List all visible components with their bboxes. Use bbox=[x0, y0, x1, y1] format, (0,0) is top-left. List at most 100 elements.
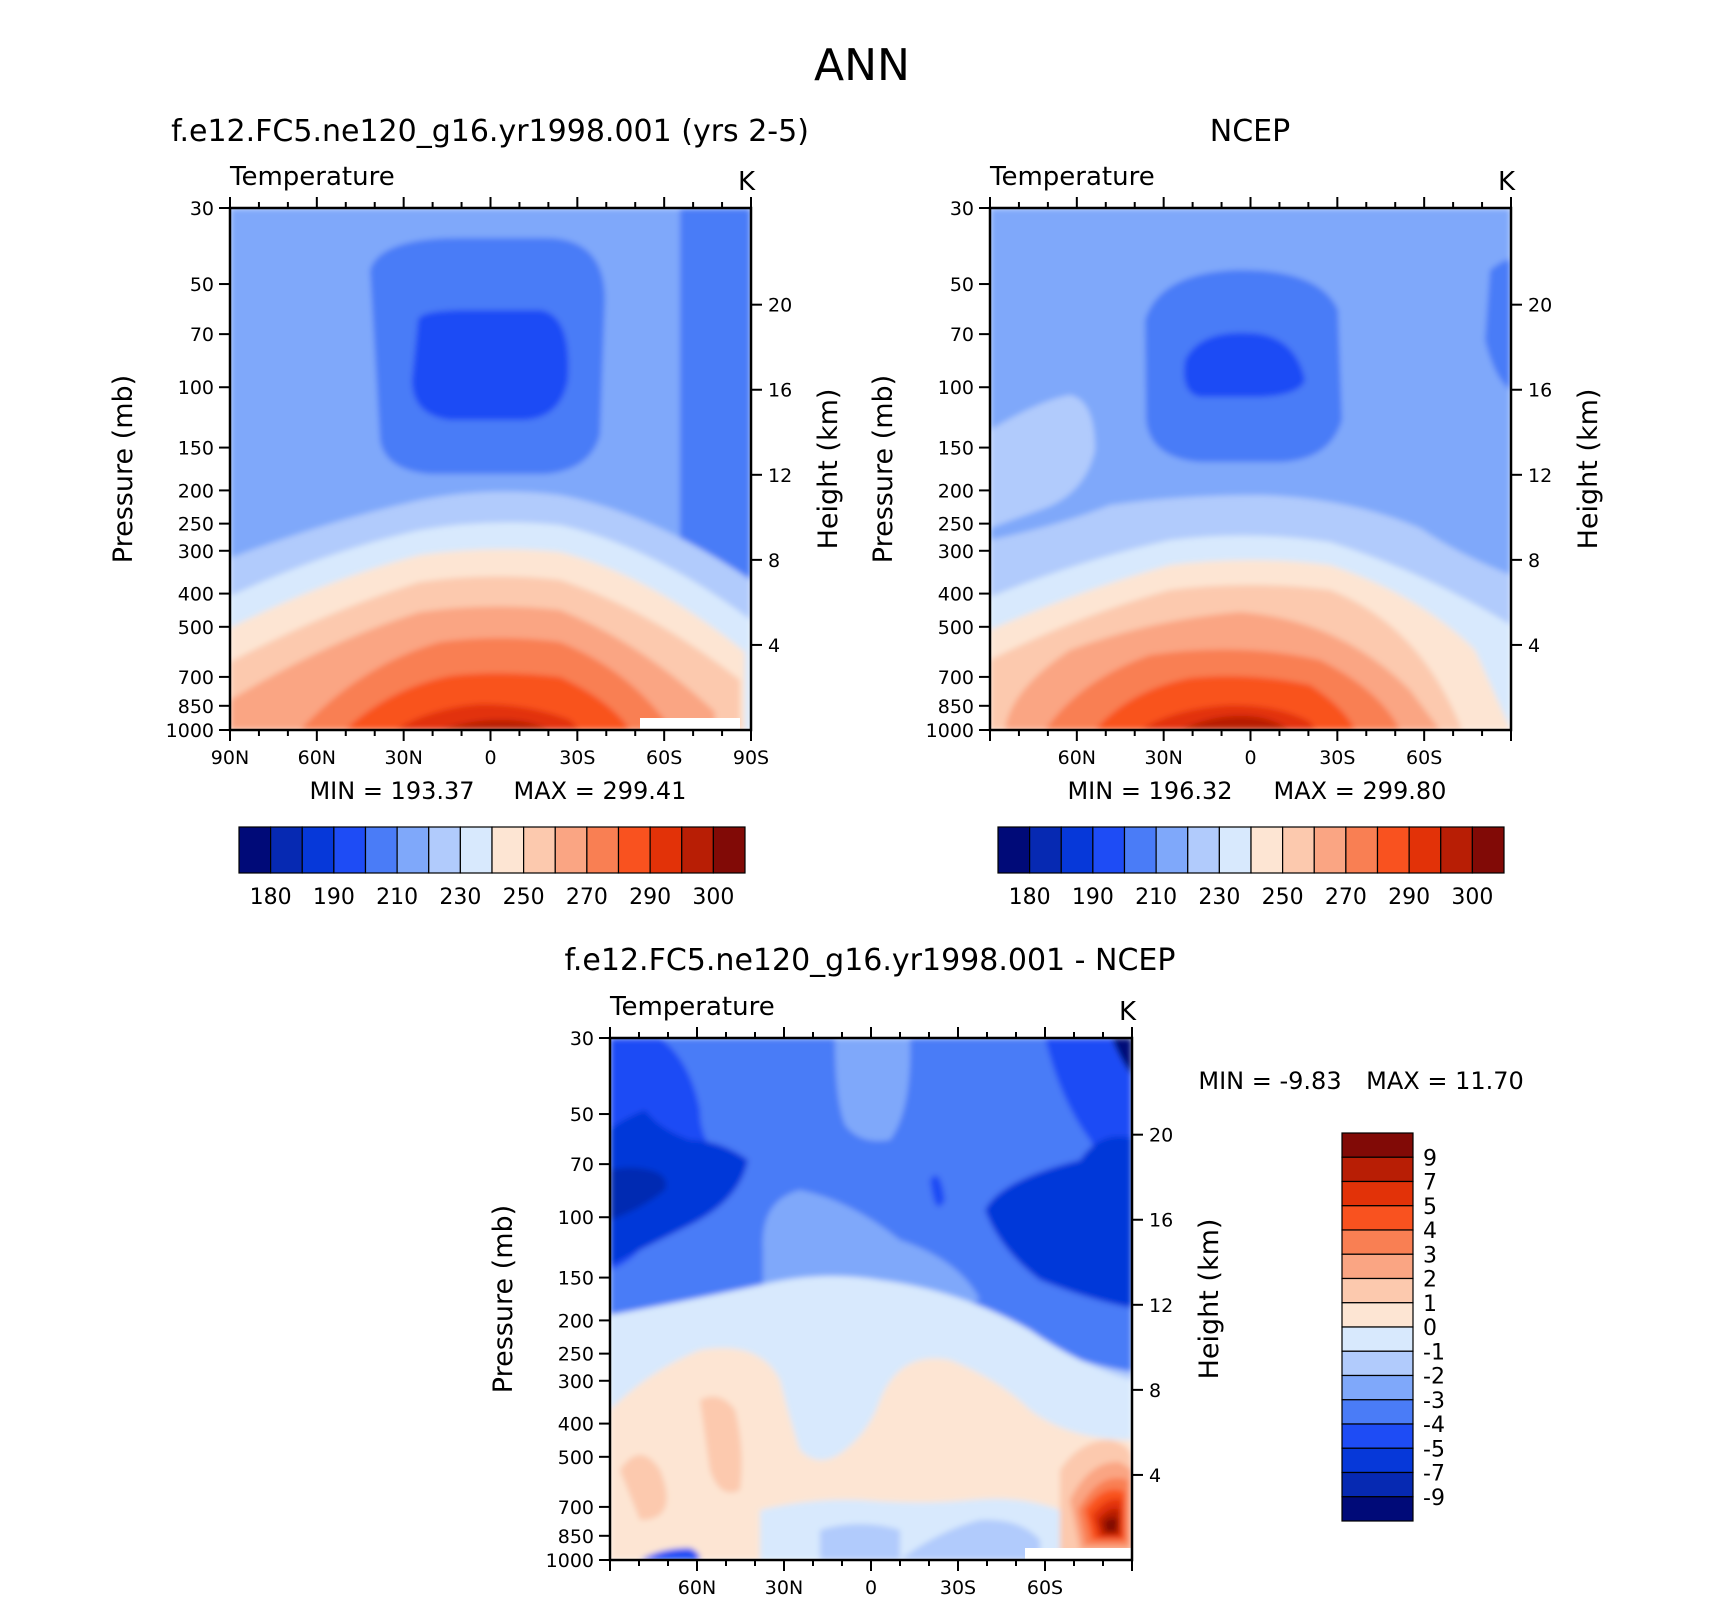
panel-diff-axes: 60N 30N 0 30S 60S 30 50 70 100 150 200 250 300 400 500… bbox=[488, 1027, 1225, 1599]
panel-diff-y-tick-label: 200 bbox=[558, 1310, 594, 1332]
panel-ncep: NCEP Temperature K 60N 30N 0 30S 60S bbox=[868, 114, 1604, 910]
main-title: ANN bbox=[814, 40, 910, 91]
panel-model-y2-tick-label: 20 bbox=[768, 295, 792, 317]
panel-ncep-colorbar-label: 300 bbox=[1451, 885, 1493, 910]
panel-ncep-colorbar-swatch bbox=[1218, 826, 1252, 874]
panel-model-colorbar-label: 210 bbox=[376, 885, 418, 910]
panel-diff-colorbar-label: -7 bbox=[1423, 1462, 1445, 1487]
panel-ncep-y2-tick-label: 12 bbox=[1528, 465, 1552, 487]
panel-ncep-x-tick-label: 30N bbox=[1144, 747, 1182, 769]
panel-diff-y-tick-label: 300 bbox=[558, 1371, 594, 1393]
panel-model-colorbar-label: 180 bbox=[250, 885, 292, 910]
panel-ncep-contours bbox=[990, 208, 1511, 730]
panel-diff-colorbar-label: 7 bbox=[1423, 1171, 1437, 1196]
panel-diff-colorbar-swatch bbox=[1341, 1277, 1414, 1304]
panel-model-y-tick-label: 500 bbox=[178, 617, 214, 639]
panel-ncep-y-tick-label: 1000 bbox=[926, 720, 974, 742]
panel-model-y-tick-label: 200 bbox=[178, 480, 214, 502]
panel-model-y2-tick-label: 12 bbox=[768, 465, 792, 487]
panel-ncep-colorbar-label: 230 bbox=[1198, 885, 1240, 910]
panel-diff-y-tick-label: 100 bbox=[558, 1207, 594, 1229]
panel-model-colorbar-label: 300 bbox=[692, 885, 734, 910]
panel-ncep-title: NCEP bbox=[1210, 114, 1290, 149]
panel-diff-colorbar-swatch bbox=[1341, 1326, 1414, 1352]
panel-diff-colorbar-swatch bbox=[1341, 1132, 1414, 1158]
panel-model-x-tick-label: 30N bbox=[384, 747, 422, 769]
panel-diff-y-tick-label: 30 bbox=[570, 1028, 594, 1050]
panel-ncep-y-axis-title: Pressure (mb) bbox=[868, 375, 899, 563]
panel-ncep-colorbar-label: 250 bbox=[1262, 885, 1304, 910]
panel-model-x-tick-label: 60S bbox=[646, 747, 682, 769]
panel-model-units: K bbox=[738, 167, 756, 197]
panel-model-x-tick-label: 90S bbox=[733, 747, 769, 769]
panel-diff-x-tick-label: 30S bbox=[940, 1577, 976, 1599]
panel-ncep-colorbar-label: 190 bbox=[1072, 885, 1114, 910]
panel-diff-colorbar-label: -3 bbox=[1423, 1389, 1445, 1414]
panel-model-colorbar-swatch bbox=[364, 826, 398, 874]
panel-diff-colorbar-swatch bbox=[1341, 1447, 1414, 1474]
panel-model-colorbar-swatch bbox=[586, 826, 620, 874]
panel-diff-y-axis-title: Pressure (mb) bbox=[488, 1205, 519, 1393]
panel-diff-variable: Temperature bbox=[609, 992, 775, 1022]
panel-diff-y2-tick-label: 12 bbox=[1149, 1295, 1173, 1317]
panel-diff-colorbar-swatch bbox=[1341, 1229, 1414, 1255]
panel-ncep-colorbar-swatch bbox=[1123, 826, 1157, 874]
panel-diff-y2-tick-label: 8 bbox=[1149, 1380, 1161, 1402]
panel-diff: f.e12.FC5.ne120_g16.yr1998.001 - NCEP Te… bbox=[488, 943, 1524, 1599]
panel-ncep-max: MAX = 299.80 bbox=[1274, 777, 1447, 805]
panel-diff-colorbar-label: -5 bbox=[1423, 1437, 1445, 1462]
panel-diff-colorbar-label: -4 bbox=[1423, 1413, 1445, 1438]
panel-ncep-y-tick-label: 100 bbox=[938, 377, 974, 399]
panel-model-colorbar-label: 290 bbox=[629, 885, 671, 910]
panel-ncep-y-tick-label: 50 bbox=[950, 274, 974, 296]
panel-ncep-colorbar-swatch bbox=[1408, 826, 1442, 874]
panel-ncep-y-tick-label: 200 bbox=[938, 480, 974, 502]
panel-diff-colorbar-swatch bbox=[1341, 1399, 1414, 1425]
panel-model-colorbar-label: 230 bbox=[439, 885, 481, 910]
panel-model: f.e12.FC5.ne120_g16.yr1998.001 (yrs 2-5)… bbox=[108, 114, 844, 910]
panel-model-colorbar-swatch bbox=[333, 826, 367, 874]
panel-ncep-units: K bbox=[1498, 167, 1516, 197]
panel-model-axes: 90N 60N 30N 0 30S 60S 90S 30 50 70 100 150 200 250 300… bbox=[108, 197, 844, 769]
panel-diff-y2-tick-label: 16 bbox=[1149, 1210, 1173, 1232]
panel-ncep-colorbar-swatch bbox=[1060, 826, 1094, 874]
panel-diff-colorbar-swatch bbox=[1341, 1496, 1414, 1522]
panel-model-y-tick-label: 70 bbox=[190, 324, 214, 346]
panel-model-y-tick-label: 400 bbox=[178, 584, 214, 606]
panel-ncep-colorbar-swatch bbox=[1376, 826, 1410, 874]
panel-ncep-x-tick-label: 30S bbox=[1319, 747, 1355, 769]
panel-ncep-x-tick-label: 60S bbox=[1406, 747, 1442, 769]
panel-model-y2-tick-label: 8 bbox=[768, 550, 780, 572]
panel-model-colorbar: 180 190 210 230 250 270 290 300 bbox=[238, 826, 746, 910]
panel-diff-min: MIN = -9.83 bbox=[1198, 1067, 1341, 1095]
panel-model-y2-tick-label: 16 bbox=[768, 380, 792, 402]
panel-model-x-tick-label: 30S bbox=[559, 747, 595, 769]
panel-model-contours bbox=[230, 208, 751, 730]
panel-model-y-tick-label: 150 bbox=[178, 438, 214, 460]
panel-model-colorbar-label: 250 bbox=[503, 885, 545, 910]
panel-diff-x-tick-label: 60N bbox=[678, 1577, 716, 1599]
panel-diff-colorbar-swatch bbox=[1341, 1471, 1414, 1498]
panel-model-colorbar-swatch bbox=[523, 826, 556, 874]
panel-model-colorbar-swatch bbox=[396, 826, 430, 874]
panel-diff-colorbar-label: 2 bbox=[1423, 1268, 1437, 1293]
panel-model-x-tick-label: 0 bbox=[484, 747, 496, 769]
panel-ncep-colorbar-swatch bbox=[1250, 826, 1284, 874]
panel-diff-colorbar-swatch bbox=[1341, 1423, 1414, 1449]
panel-model-colorbar-label: 190 bbox=[313, 885, 355, 910]
panel-model-title: f.e12.FC5.ne120_g16.yr1998.001 (yrs 2-5) bbox=[171, 114, 809, 149]
panel-model-colorbar-label: 270 bbox=[566, 885, 608, 910]
panel-diff-title: f.e12.FC5.ne120_g16.yr1998.001 - NCEP bbox=[565, 943, 1176, 978]
panel-ncep-x-tick-label: 60N bbox=[1058, 747, 1096, 769]
panel-model-x-tick-label: 90N bbox=[211, 747, 249, 769]
panel-diff-colorbar-swatch bbox=[1341, 1350, 1414, 1377]
panel-diff-colorbar-label: 0 bbox=[1423, 1316, 1437, 1341]
panel-diff-y-tick-label: 250 bbox=[558, 1344, 594, 1366]
panel-diff-y-tick-label: 1000 bbox=[546, 1550, 594, 1572]
panel-diff-colorbar-label: 4 bbox=[1423, 1219, 1437, 1244]
panel-diff-colorbar-swatch bbox=[1341, 1205, 1414, 1231]
panel-model-y-tick-label: 250 bbox=[178, 514, 214, 536]
panel-model-max: MAX = 299.41 bbox=[514, 777, 687, 805]
